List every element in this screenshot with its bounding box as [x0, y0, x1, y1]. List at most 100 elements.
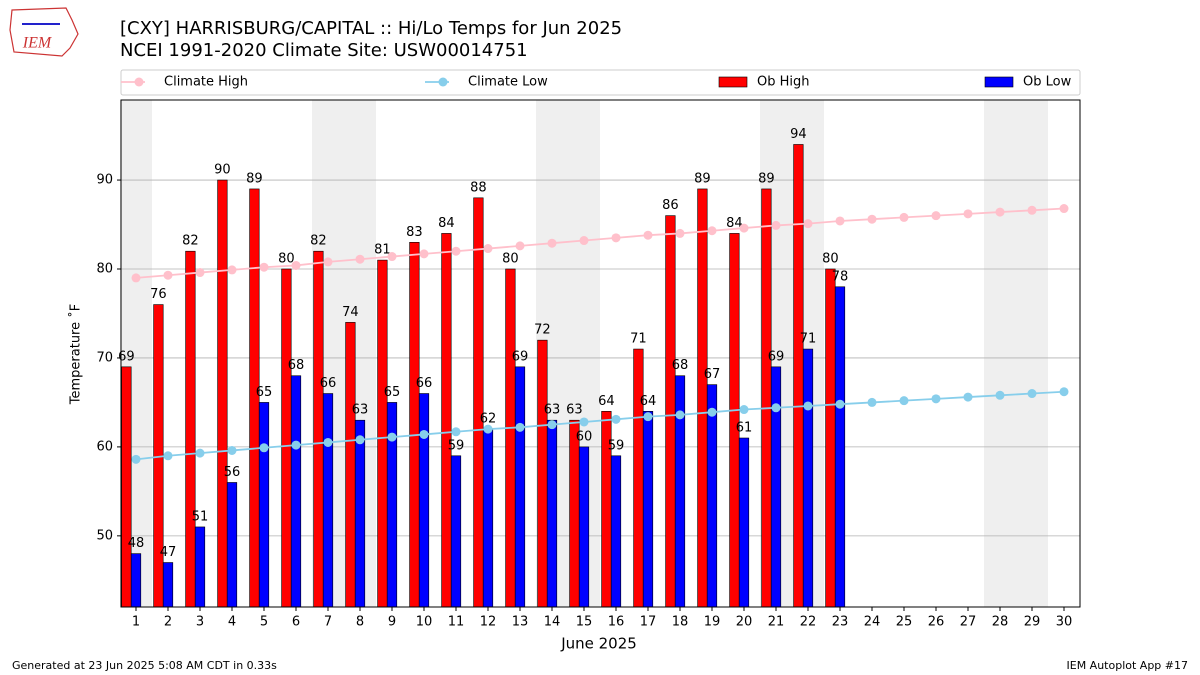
- line-marker: [291, 260, 301, 270]
- line-marker: [1059, 204, 1069, 214]
- bar: [185, 250, 196, 608]
- legend-box: [120, 69, 1081, 96]
- line-marker: [163, 270, 173, 280]
- x-tick-label: 7: [324, 615, 332, 630]
- x-tick-label: 8: [356, 615, 364, 630]
- y-tick-label: 80: [96, 262, 113, 277]
- x-tick-label: 21: [768, 615, 785, 630]
- line-marker: [195, 268, 205, 278]
- bar: [409, 242, 420, 608]
- x-tick-label: 18: [672, 615, 689, 630]
- bar-value-label: 69: [118, 349, 135, 364]
- bar: [258, 402, 270, 608]
- bar: [633, 348, 644, 608]
- x-tick-label: 28: [992, 615, 1009, 630]
- bar: [537, 339, 548, 608]
- x-tick-label: 5: [260, 615, 268, 630]
- line-marker: [963, 392, 973, 402]
- bar: [505, 268, 516, 608]
- line-marker: [1027, 389, 1037, 399]
- legend-swatch: [984, 76, 1014, 88]
- line-marker: [579, 417, 589, 427]
- bar-value-label: 66: [320, 376, 337, 391]
- bar: [313, 250, 324, 608]
- x-tick-label: 16: [608, 615, 625, 630]
- bar-value-label: 78: [832, 269, 849, 284]
- bar-value-label: 86: [662, 198, 679, 213]
- bar: [354, 419, 366, 608]
- bar: [793, 144, 804, 608]
- bar-value-label: 82: [182, 234, 199, 249]
- x-tick-label: 1: [132, 615, 140, 630]
- bar-value-label: 63: [352, 403, 369, 418]
- bar: [825, 268, 836, 608]
- x-tick-label: 20: [736, 615, 753, 630]
- line-marker: [867, 214, 877, 224]
- bar-value-label: 89: [758, 171, 775, 186]
- line-marker: [867, 397, 877, 407]
- line-marker: [131, 273, 141, 283]
- bar: [194, 526, 206, 608]
- line-marker: [835, 399, 845, 409]
- line-marker: [323, 257, 333, 267]
- line-marker: [355, 254, 365, 264]
- bar: [706, 384, 718, 608]
- legend-label: Climate High: [164, 75, 248, 90]
- line-marker: [579, 236, 589, 246]
- bar-value-label: 48: [128, 536, 145, 551]
- line-marker: [739, 405, 749, 415]
- line-marker: [483, 244, 493, 254]
- bar-value-label: 68: [672, 358, 689, 373]
- line-marker: [707, 226, 717, 236]
- bar-value-label: 89: [246, 171, 263, 186]
- line-marker: [803, 401, 813, 411]
- bar-value-label: 84: [726, 216, 743, 231]
- line-marker: [611, 414, 621, 424]
- line-marker: [355, 435, 365, 445]
- x-tick-label: 29: [1024, 615, 1041, 630]
- bar-value-label: 47: [160, 545, 177, 560]
- line-marker: [1059, 387, 1069, 397]
- bar-value-label: 69: [768, 349, 785, 364]
- line-marker: [131, 454, 141, 464]
- bar-value-label: 80: [822, 252, 839, 267]
- x-axis-label: June 2025: [560, 635, 637, 653]
- bar-value-label: 83: [406, 225, 423, 240]
- bar: [217, 179, 228, 608]
- x-tick-label: 30: [1056, 615, 1073, 630]
- bar-value-label: 71: [630, 332, 647, 347]
- chart-subtitle: NCEI 1991-2020 Climate Site: USW00014751: [120, 40, 528, 61]
- bar: [802, 348, 814, 608]
- line-marker: [771, 220, 781, 230]
- bar: [130, 553, 142, 608]
- chart-title: [CXY] HARRISBURG/CAPITAL :: Hi/Lo Temps …: [120, 18, 622, 39]
- bar-value-label: 60: [576, 429, 593, 444]
- bar: [473, 197, 484, 608]
- x-tick-label: 25: [896, 615, 913, 630]
- legend-swatch: [718, 76, 748, 88]
- line-marker: [931, 394, 941, 404]
- bar-value-label: 59: [448, 438, 465, 453]
- x-tick-label: 6: [292, 615, 300, 630]
- x-tick-label: 14: [544, 615, 561, 630]
- bar-value-label: 71: [800, 332, 817, 347]
- bar: [770, 366, 782, 608]
- line-marker: [643, 412, 653, 422]
- bar-value-label: 88: [470, 180, 487, 195]
- x-tick-label: 22: [800, 615, 817, 630]
- bar: [738, 437, 750, 608]
- x-tick-label: 10: [416, 615, 433, 630]
- bar-value-label: 89: [694, 171, 711, 186]
- logo: IEM: [9, 7, 79, 57]
- line-marker: [1027, 205, 1037, 215]
- y-tick-label: 60: [96, 439, 113, 454]
- legend-label: Ob High: [757, 75, 810, 90]
- line-marker: [515, 241, 525, 251]
- legend-label: Ob Low: [1023, 75, 1072, 90]
- line-marker: [387, 252, 397, 262]
- x-tick-label: 27: [960, 615, 977, 630]
- bar: [514, 366, 526, 608]
- line-marker: [643, 230, 653, 240]
- line-marker: [451, 246, 461, 256]
